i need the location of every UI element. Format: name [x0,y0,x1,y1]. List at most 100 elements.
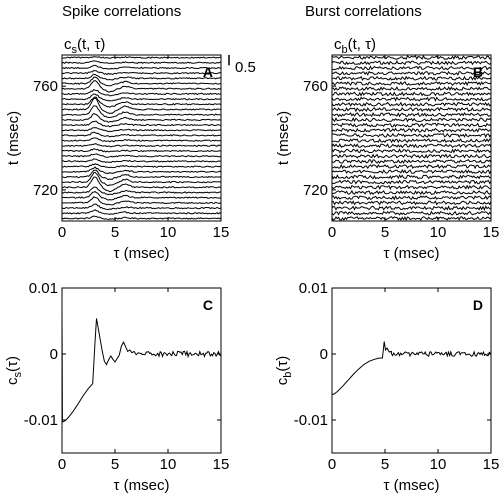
x-tick-label-D-15: 15 [483,456,499,473]
trace-B-749 [331,111,492,118]
y-tick-label-B-720: 720 [303,182,328,199]
trace-A-749 [61,105,222,119]
trace-B-751 [331,106,492,113]
y-tick-label-C-2: -0.01 [24,412,58,429]
trace-B-757 [331,91,492,97]
trace-B-747 [331,117,492,123]
x-axis-label-A: τ (msec) [114,245,170,262]
panel-frame-B [331,54,492,222]
trace-A-713 [61,203,222,211]
trace-A-747 [61,113,222,123]
trace-B-715 [331,200,492,206]
x-tick-label-A-5: 5 [111,224,119,241]
y-axis-label-C: cs(τ) [4,356,24,385]
x-tick-label-C-0: 0 [58,456,66,473]
trace-B-737 [331,143,492,149]
y-tick-label-C-1: 0 [50,346,58,363]
trace-B-729 [332,163,492,170]
trace-B-709 [331,215,492,222]
trace-B-759 [331,86,491,92]
right-column-title: Burst correlations [305,3,422,20]
x-tick-label-C-15: 15 [213,456,230,473]
panel-label-C: C [203,297,213,313]
trace-A-721 [61,176,222,193]
x-tick-label-B-0: 0 [328,224,336,241]
trace-C [61,311,221,423]
trace-B-763 [331,75,492,82]
x-tick-label-A-15: 15 [213,224,230,241]
panel-label-A: A [203,64,213,80]
trace-A-761 [61,76,222,87]
trace-B-725 [331,174,492,180]
trace-A-729 [61,163,222,169]
panel-frame-C [61,287,222,454]
y-tick-label-C-0: 0.01 [29,280,58,297]
trace-A-737 [61,143,222,148]
trace-B-723 [331,179,492,185]
trace-B-761 [331,81,492,87]
trace-B-765 [331,70,492,76]
trace-D [332,341,491,395]
x-tick-label-D-5: 5 [381,456,389,473]
trace-A-741 [61,131,222,138]
panel-frame-D [331,287,492,454]
trace-B-753 [331,101,492,107]
trace-A-731 [61,158,222,164]
panel-label-B: B [473,64,483,80]
trace-A-733 [61,153,222,158]
trace-A-767 [61,64,222,70]
trace-B-745 [332,122,492,128]
y-tick-label-D-1: 0 [320,346,328,363]
x-tick-label-D-0: 0 [328,456,336,473]
trace-A-715 [61,196,222,206]
y-tick-label-B-760: 760 [303,78,328,95]
series-label-A: cs(t, τ) [64,36,105,56]
x-tick-label-B-5: 5 [381,224,389,241]
trace-A-725 [61,169,222,181]
x-tick-label-A-0: 0 [58,224,66,241]
trace-A-753 [61,96,222,108]
trace-B-769 [331,60,492,66]
x-tick-label-A-10: 10 [160,224,177,241]
y-tick-label-A-720: 720 [33,182,58,199]
trace-A-763 [61,73,222,81]
trace-B-739 [331,138,492,144]
x-tick-label-C-10: 10 [160,456,177,473]
trace-B-771 [331,54,492,61]
trace-A-739 [62,137,222,143]
trace-A-757 [61,88,222,97]
trace-A-717 [61,191,222,201]
x-tick-label-B-10: 10 [430,224,447,241]
trace-B-755 [331,96,492,102]
trace-A-719 [61,186,221,196]
y-tick-label-D-0: 0.01 [299,280,328,297]
y-axis-label-D: cb(τ) [274,356,294,386]
y-axis-label-B: t (msec) [275,111,292,165]
left-column-title: Spike correlations [62,3,182,20]
trace-A-743 [61,127,222,133]
scale-bar-label-A: 0.5 [235,59,256,76]
trace-B-719 [331,189,492,195]
trace-A-765 [61,69,222,76]
trace-B-743 [331,127,492,133]
trace-A-769 [61,60,222,65]
x-tick-label-D-10: 10 [430,456,447,473]
trace-B-713 [331,205,492,211]
trace-B-721 [331,184,492,191]
series-label-B: cb(t, τ) [334,36,376,56]
y-tick-label-D-2: -0.01 [294,412,328,429]
trace-A-709 [61,215,222,220]
x-tick-label-C-5: 5 [111,456,119,473]
trace-A-723 [61,171,222,187]
x-axis-label-C: τ (msec) [114,477,170,494]
x-axis-label-D: τ (msec) [384,477,440,494]
trace-A-727 [61,166,222,175]
trace-A-745 [61,120,222,128]
trace-B-733 [331,153,492,159]
trace-B-735 [331,148,492,154]
y-axis-label-A: t (msec) [5,111,22,165]
panel-frame-A [61,54,222,222]
trace-B-717 [331,194,492,201]
panel-label-D: D [473,297,483,313]
